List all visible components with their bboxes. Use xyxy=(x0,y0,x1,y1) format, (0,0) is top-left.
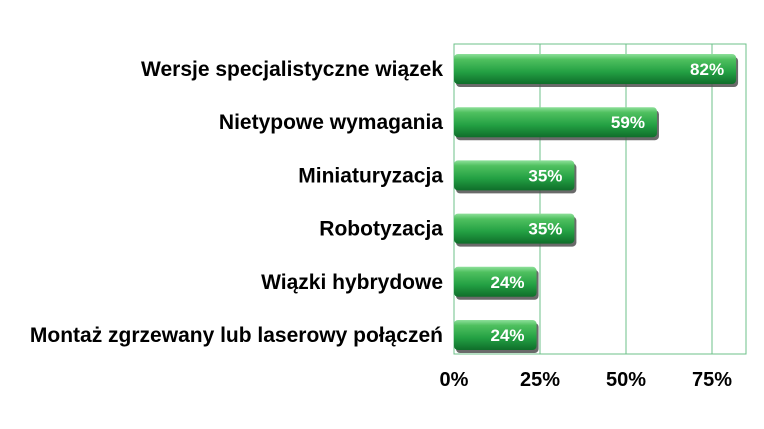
bar xyxy=(454,320,537,350)
x-tick-label: 75% xyxy=(692,369,732,391)
bar xyxy=(454,266,537,297)
bar xyxy=(454,107,657,138)
data-label: 82% xyxy=(690,60,724,79)
category-label: Wersje specjalistyczne wiązek xyxy=(141,58,443,81)
category-label: Montaż zgrzewany lub laserowy połączeń xyxy=(30,324,443,347)
data-label: 59% xyxy=(611,113,645,132)
category-label: Nietypowe wymagania xyxy=(219,111,443,134)
data-label: 35% xyxy=(528,166,562,185)
category-label: Wiązki hybrydowe xyxy=(261,271,443,294)
x-tick-label: 0% xyxy=(440,369,469,391)
category-label: Miniaturyzacja xyxy=(298,164,443,187)
plot-border xyxy=(453,43,747,355)
x-tick-label: 50% xyxy=(606,369,646,391)
data-label: 35% xyxy=(528,220,562,239)
bar xyxy=(454,160,575,191)
bar xyxy=(454,213,575,244)
data-label: 24% xyxy=(491,326,525,345)
category-label: Robotyzacja xyxy=(319,218,443,241)
labels-layer: 0% 25% 50% 75% 82% Wersje specjalistyczne wią… xyxy=(30,58,732,391)
x-tick-label: 25% xyxy=(520,369,560,391)
grid-layer xyxy=(453,43,747,355)
bar xyxy=(454,54,737,84)
data-label: 24% xyxy=(491,273,525,292)
bars-layer xyxy=(454,54,739,353)
